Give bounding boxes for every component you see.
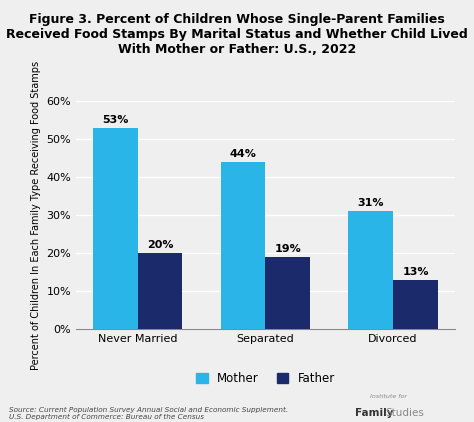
- Text: 31%: 31%: [357, 198, 384, 208]
- Text: Studies: Studies: [385, 408, 424, 418]
- Text: 20%: 20%: [147, 240, 173, 250]
- Bar: [265, 257, 310, 329]
- Text: 13%: 13%: [402, 267, 428, 277]
- Text: 19%: 19%: [274, 244, 301, 254]
- Text: 53%: 53%: [102, 115, 128, 125]
- Text: Institute for: Institute for: [370, 394, 407, 399]
- Bar: [221, 162, 265, 329]
- Text: 44%: 44%: [230, 149, 256, 159]
- Bar: [348, 211, 393, 329]
- Bar: [93, 128, 138, 329]
- Bar: [393, 280, 438, 329]
- Text: Family: Family: [356, 408, 394, 418]
- Legend: Mother, Father: Mother, Father: [191, 367, 340, 390]
- Bar: [138, 253, 182, 329]
- Text: Source: Current Population Survey Annual Social and Economic Supplement.
U.S. De: Source: Current Population Survey Annual…: [9, 407, 289, 420]
- Text: Figure 3. Percent of Children Whose Single-Parent Families
Received Food Stamps : Figure 3. Percent of Children Whose Sing…: [6, 13, 468, 56]
- Y-axis label: Percent of Children In Each Family Type Receiving Food Stamps: Percent of Children In Each Family Type …: [31, 61, 41, 370]
